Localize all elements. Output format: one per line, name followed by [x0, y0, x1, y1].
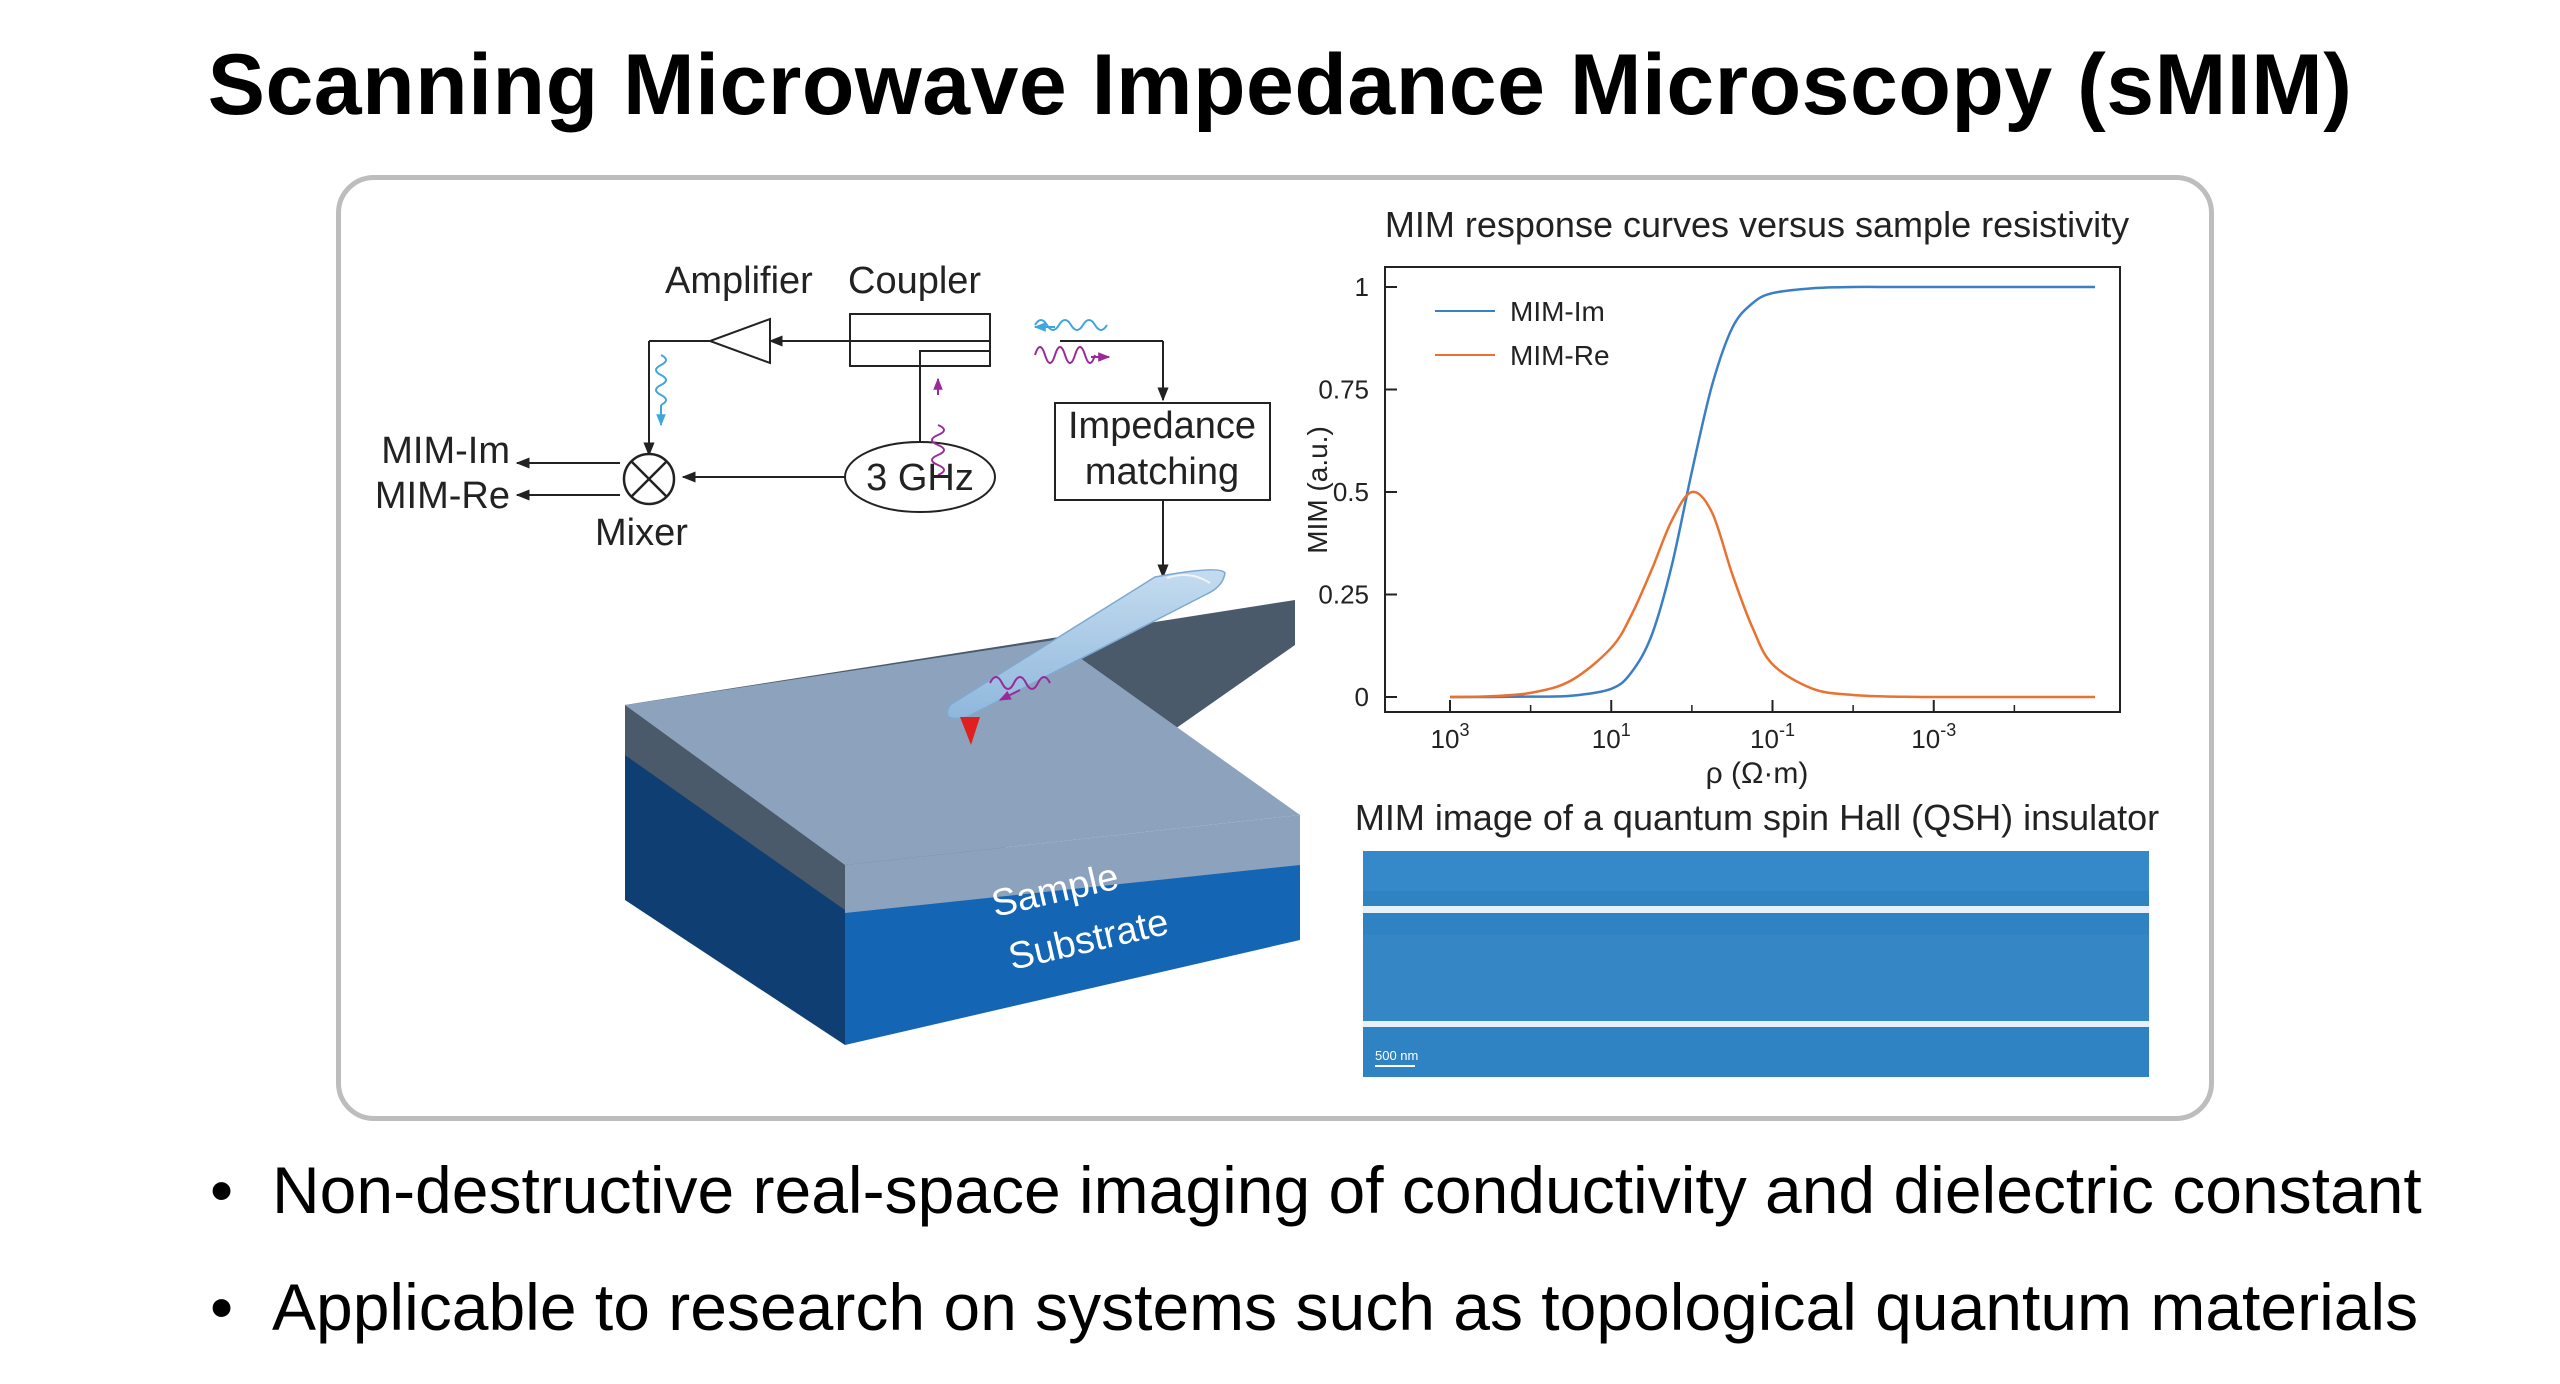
impedance-label-line1: Impedance [1068, 405, 1256, 447]
bullet-item: • Non-destructive real-space imaging of … [210, 1150, 2510, 1230]
bullet-dot: • [210, 1270, 234, 1344]
probe-cantilever [946, 569, 1226, 745]
chart-ylabel: MIM (a.u.) [1302, 426, 1333, 554]
coupler-label: Coupler [848, 260, 981, 302]
image-title: MIM image of a quantum spin Hall (QSH) i… [1355, 797, 2159, 838]
y-tick-label: 0.5 [1333, 477, 1369, 507]
impedance-label-line2: matching [1085, 451, 1239, 493]
chart-xlabel: ρ (Ω·m) [1706, 757, 1809, 790]
amplifier-label: Amplifier [665, 260, 813, 302]
chart-legend: MIM-Im MIM-Re [1435, 296, 1610, 371]
bullet-text-2: Applicable to research on systems such a… [272, 1270, 2419, 1344]
source-3ghz [844, 441, 996, 513]
x-tick-label: 101 [1592, 720, 1631, 754]
x-tick-label: 10-1 [1750, 720, 1795, 754]
y-tick-label: 0.75 [1318, 375, 1369, 405]
chart-title: MIM response curves versus sample resist… [1385, 204, 2129, 245]
probe-tip [960, 717, 980, 745]
legend-label-mim-re: MIM-Re [1510, 340, 1610, 371]
page-title: Scanning Microwave Impedance Microscopy … [207, 37, 2353, 133]
y-tick-label: 1 [1355, 272, 1369, 302]
substrate-front [845, 860, 1300, 1045]
bullet-list: • Non-destructive real-space imaging of … [210, 1150, 2510, 1384]
mixer-label: Mixer [595, 512, 688, 554]
bullet-dot: • [210, 1153, 234, 1227]
mim-re-label: MIM-Re [375, 475, 510, 517]
amplifier-symbol [707, 317, 771, 365]
chart-frame [1384, 266, 2121, 713]
wave-blue-reflected [1034, 319, 1108, 331]
scale-bar-label: 500 nm [1375, 1048, 1418, 1063]
wave-purple-source [931, 424, 945, 476]
wave-blue-amplified [655, 354, 667, 406]
series-line-mim-im [1449, 285, 2095, 699]
figure-canvas: Amplifier Coupler MIM-Im MIM-Re Mixer 3 … [375, 204, 2159, 1077]
figure-panel: Amplifier Coupler MIM-Im MIM-Re Mixer 3 … [336, 175, 2214, 1121]
series-line-mim-re [1449, 490, 2095, 699]
mim-response-chart: MIM response curves versus sample resist… [1302, 204, 2129, 790]
impedance-matching-box [1054, 402, 1271, 501]
mim-image-panel: MIM image of a quantum spin Hall (QSH) i… [1355, 797, 2159, 1077]
source-label: 3 GHz [866, 457, 974, 499]
sample-edge-left [625, 705, 845, 910]
bullet-item: • Applicable to research on systems such… [210, 1267, 2510, 1347]
y-tick-label: 0 [1355, 682, 1369, 712]
edge-channel-lower [1363, 1021, 2149, 1027]
mim-im-label: MIM-Im [381, 430, 510, 472]
substrate-side-left [625, 755, 845, 1045]
wave-purple-incident [1034, 346, 1096, 364]
sample-front [845, 815, 1300, 913]
y-tick-label: 0.25 [1318, 580, 1369, 610]
x-tick-label: 103 [1431, 720, 1470, 754]
wave-purple-probe [989, 676, 1051, 690]
sample-top [625, 640, 1300, 865]
legend-label-mim-im: MIM-Im [1510, 296, 1605, 327]
sample-block: Sample Substrate [625, 600, 1300, 1045]
x-tick-label: 10-3 [1911, 720, 1956, 754]
edge-channel-upper [1363, 906, 2149, 913]
wave-symbols [655, 319, 1111, 476]
bullet-text-1: Non-destructive real-space imaging of co… [272, 1153, 2422, 1227]
